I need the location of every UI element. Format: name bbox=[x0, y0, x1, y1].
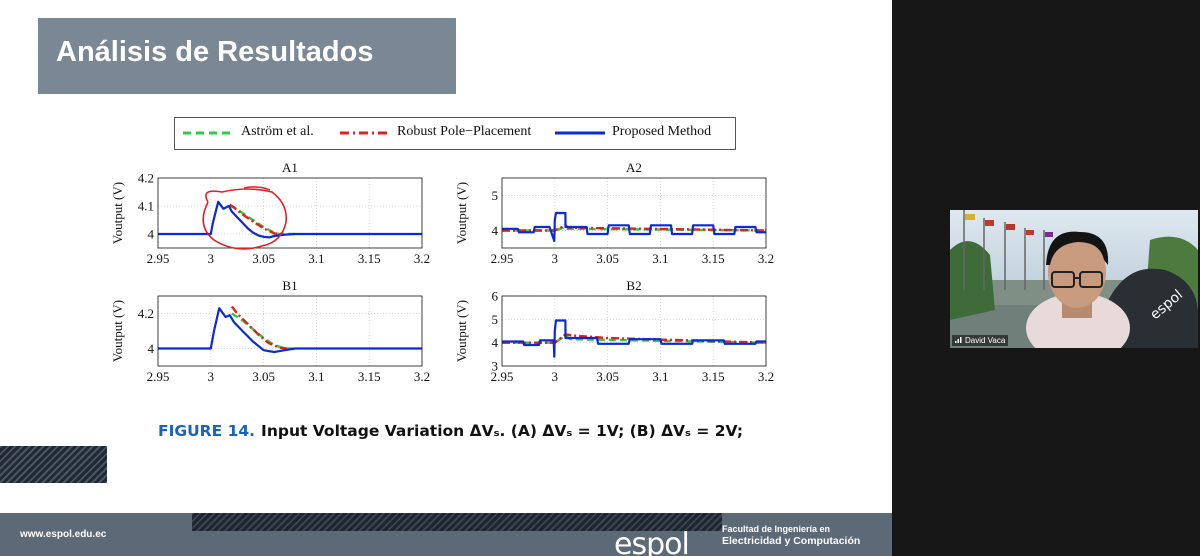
x-tick-label: 3.05 bbox=[252, 369, 275, 384]
footer-stripes bbox=[192, 513, 722, 531]
signal-bars-icon bbox=[955, 336, 963, 345]
subplot-title: B2 bbox=[626, 278, 641, 293]
legend-label-astrom: Aström et al. bbox=[241, 124, 314, 139]
y-tick-label: 5 bbox=[492, 312, 499, 327]
figure-caption-text: Input Voltage Variation ΔVₛ. (A) ΔVₛ = 1… bbox=[261, 422, 744, 440]
x-tick-label: 2.95 bbox=[491, 369, 514, 384]
plot-area bbox=[158, 296, 422, 366]
y-tick-label: 4 bbox=[148, 341, 155, 356]
subplot-b1: 2.95 3 3.05 3.1 3.15 3.2 4 4.2 B1 Voutput (V) bbox=[110, 278, 430, 384]
x-tick-label: 2.95 bbox=[147, 369, 170, 384]
webcam-video-tile[interactable]: espol David Vaca bbox=[950, 210, 1198, 348]
plot-area bbox=[502, 178, 766, 248]
y-tick-label: 4.2 bbox=[138, 306, 154, 321]
subplot-title: B1 bbox=[282, 278, 297, 293]
annotation-circle bbox=[202, 186, 288, 250]
legend-label-robust: Robust Pole−Placement bbox=[397, 124, 532, 139]
espol-logo: espol bbox=[614, 527, 690, 556]
plot-frame bbox=[501, 295, 767, 367]
decorative-stripes bbox=[0, 446, 107, 483]
y-tick-label: 6 bbox=[492, 289, 499, 304]
x-tick-label: 3.15 bbox=[702, 251, 725, 266]
series-line-2 bbox=[502, 211, 766, 243]
y-tick-label: 3 bbox=[492, 359, 499, 374]
series-line-2 bbox=[158, 200, 422, 239]
legend-label-proposed: Proposed Method bbox=[612, 124, 712, 139]
subplot-a2: 2.95 3 3.05 3.1 3.15 3.2 4 5 A2 Voutput (V) bbox=[454, 160, 774, 266]
x-tick-label: 3.1 bbox=[308, 369, 324, 384]
series-line-1 bbox=[229, 203, 283, 236]
x-tick-label: 3.1 bbox=[308, 251, 324, 266]
chart-legend: Aström et al. Robust Pole−Placement Prop… bbox=[174, 117, 736, 150]
slide-title: Análisis de Resultados bbox=[56, 36, 374, 68]
annotation-stroke bbox=[243, 186, 271, 191]
figure-number: FIGURE 14. bbox=[158, 422, 256, 440]
x-tick-label: 2.95 bbox=[147, 251, 170, 266]
plot-frame bbox=[157, 295, 423, 367]
series-line-1 bbox=[230, 305, 287, 350]
plot-area bbox=[502, 296, 766, 366]
x-tick-label: 3 bbox=[552, 251, 559, 266]
y-tick-label: 4 bbox=[148, 227, 155, 242]
x-tick-label: 3 bbox=[208, 251, 215, 266]
subplot-a1: 2.95 3 3.05 3.1 3.15 3.2 4 4.1 4.2 A1 Voutput (V) bbox=[110, 160, 430, 266]
footer-url: www.espol.edu.ec bbox=[20, 529, 107, 540]
x-tick-label: 3.15 bbox=[358, 251, 381, 266]
x-tick-label: 3.2 bbox=[414, 251, 430, 266]
faculty-line-2: Electricidad y Computación bbox=[722, 535, 861, 547]
subplot-title: A1 bbox=[282, 160, 298, 175]
subplot-title: A2 bbox=[626, 160, 642, 175]
series-line-0 bbox=[231, 312, 296, 350]
x-tick-label: 3.15 bbox=[702, 369, 725, 384]
y-axis-label: Voutput (V) bbox=[110, 300, 125, 362]
x-tick-label: 3.2 bbox=[414, 369, 430, 384]
y-tick-label: 4.2 bbox=[138, 171, 154, 186]
y-tick-label: 4 bbox=[492, 335, 499, 350]
y-tick-label: 4.1 bbox=[138, 199, 154, 214]
y-axis-label: Voutput (V) bbox=[454, 300, 469, 362]
participant-name: David Vaca bbox=[965, 336, 1006, 345]
x-tick-label: 3.1 bbox=[652, 369, 668, 384]
participant-name-tag: David Vaca bbox=[952, 335, 1009, 346]
x-tick-label: 3.05 bbox=[596, 251, 619, 266]
y-axis-label: Voutput (V) bbox=[454, 182, 469, 244]
x-tick-label: 3.05 bbox=[596, 369, 619, 384]
slide-footer: www.espol.edu.ec espol Facultad de Ingen… bbox=[0, 513, 892, 556]
plot-frame bbox=[501, 177, 767, 249]
series-line-2 bbox=[158, 307, 422, 354]
plot-area bbox=[158, 178, 422, 248]
y-tick-label: 4 bbox=[492, 223, 499, 238]
presentation-slide: Análisis de Resultados Aström et al. Rob… bbox=[0, 0, 892, 556]
series-line-2 bbox=[502, 319, 766, 358]
x-tick-label: 3.15 bbox=[358, 369, 381, 384]
figure-caption: FIGURE 14. Input Voltage Variation ΔVₛ. (… bbox=[158, 422, 743, 440]
plot-frame bbox=[157, 177, 423, 249]
x-tick-label: 3 bbox=[552, 369, 559, 384]
x-tick-label: 3.05 bbox=[252, 251, 275, 266]
webcam-video: espol bbox=[950, 210, 1198, 348]
x-tick-label: 3.2 bbox=[758, 251, 774, 266]
faculty-name: Facultad de Ingeniería en Electricidad y… bbox=[722, 523, 860, 547]
y-tick-label: 5 bbox=[492, 188, 499, 203]
y-axis-label: Voutput (V) bbox=[110, 182, 125, 244]
faculty-line-1: Facultad de Ingeniería en bbox=[722, 524, 831, 534]
x-tick-label: 3 bbox=[208, 369, 215, 384]
legend-swatches bbox=[183, 131, 605, 135]
annotation-stroke bbox=[202, 188, 288, 250]
x-tick-label: 2.95 bbox=[491, 251, 514, 266]
title-banner: Análisis de Resultados bbox=[38, 18, 456, 94]
x-tick-label: 3.2 bbox=[758, 369, 774, 384]
x-tick-label: 3.1 bbox=[652, 251, 668, 266]
